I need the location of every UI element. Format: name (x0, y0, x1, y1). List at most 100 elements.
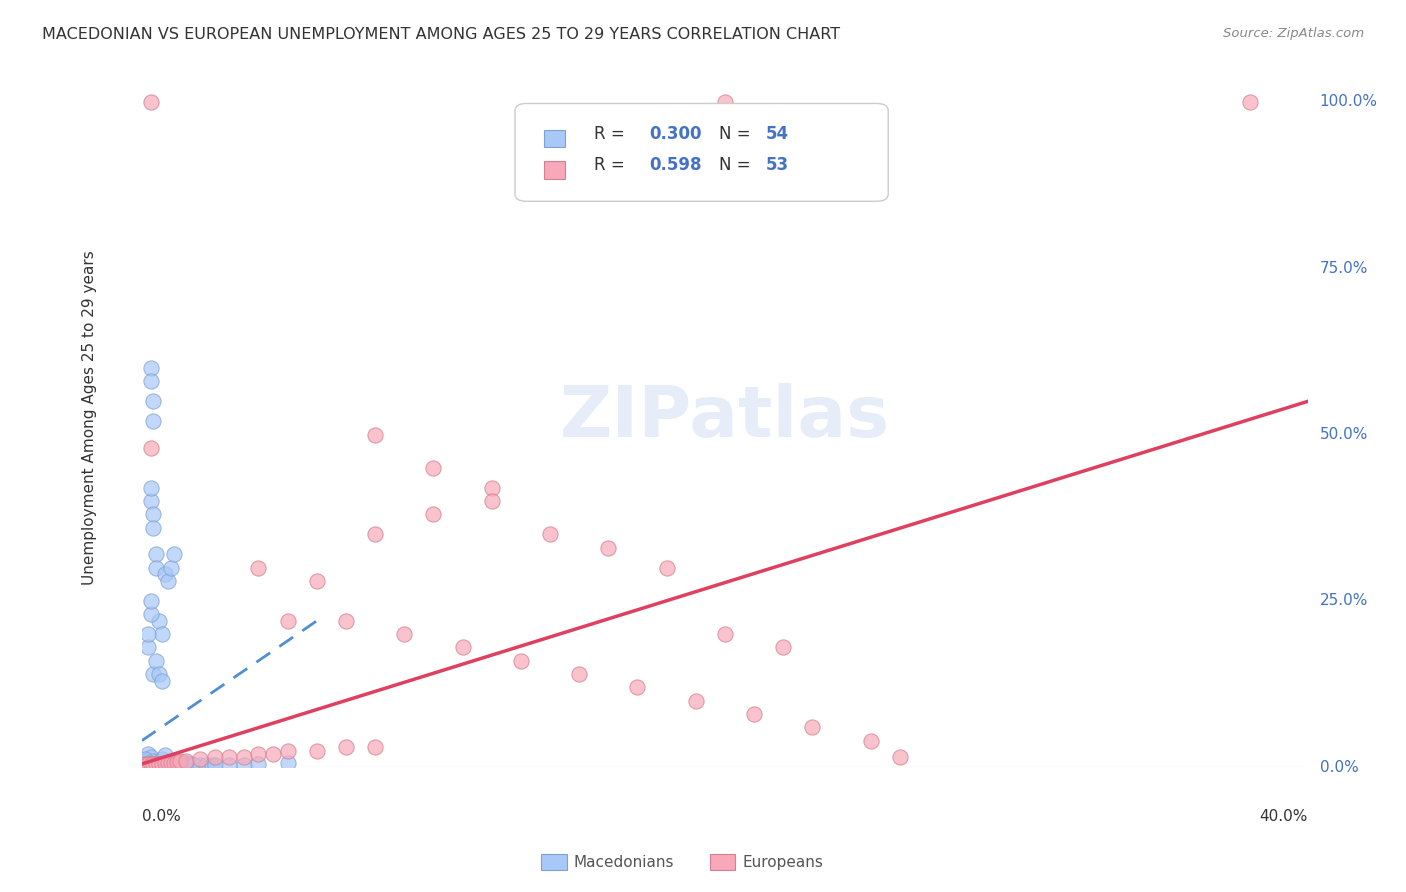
Text: R =: R = (595, 156, 630, 174)
Text: 53: 53 (766, 156, 789, 174)
Point (139, 494, 162, 508)
FancyBboxPatch shape (515, 103, 889, 202)
Text: 54: 54 (766, 125, 789, 143)
Point (232, 757, 254, 772)
Point (335, 614, 357, 628)
Point (139, 95, 162, 109)
Text: 0.0%: 0.0% (1320, 760, 1358, 775)
Text: ZIPatlas: ZIPatlas (560, 384, 890, 452)
Point (142, 756, 165, 771)
Point (204, 750, 226, 764)
Point (163, 547, 186, 561)
Point (145, 560, 167, 574)
Point (148, 756, 170, 771)
Point (1239, 95, 1261, 109)
Point (188, 757, 211, 772)
Point (204, 757, 226, 772)
Point (136, 757, 159, 772)
Point (157, 574, 180, 588)
Point (889, 750, 911, 764)
Text: Macedonians: Macedonians (574, 855, 673, 870)
Point (180, 756, 202, 771)
Point (142, 754, 165, 768)
Point (139, 361, 162, 376)
Text: Unemployment Among Ages 25 to 29 years: Unemployment Among Ages 25 to 29 years (82, 251, 97, 585)
Point (394, 627, 416, 641)
Text: 50.0%: 50.0% (1320, 427, 1368, 442)
Point (134, 755, 156, 769)
Text: 0.300: 0.300 (650, 125, 702, 143)
Point (148, 755, 170, 769)
Point (538, 527, 561, 541)
Point (364, 740, 387, 755)
Point (481, 494, 503, 508)
Point (150, 756, 173, 771)
Point (145, 547, 167, 561)
Point (481, 481, 503, 495)
Point (153, 748, 176, 763)
Text: 75.0%: 75.0% (1320, 260, 1368, 276)
Point (183, 757, 205, 772)
Point (160, 756, 183, 771)
Point (218, 758, 240, 772)
Point (626, 681, 648, 695)
Point (451, 640, 474, 655)
Point (364, 527, 387, 541)
Point (150, 752, 173, 766)
Text: 40.0%: 40.0% (1260, 809, 1308, 824)
Point (136, 756, 159, 771)
Point (772, 640, 794, 655)
Point (201, 758, 224, 772)
Point (139, 374, 162, 388)
Point (142, 394, 165, 409)
Point (194, 758, 217, 772)
Bar (544, 129, 565, 147)
Point (145, 654, 167, 668)
Point (174, 754, 197, 768)
Point (188, 752, 211, 766)
Point (335, 740, 357, 755)
Point (145, 756, 167, 771)
Point (742, 706, 765, 721)
Point (509, 654, 531, 668)
Point (160, 756, 183, 770)
Point (714, 627, 737, 641)
Point (169, 755, 191, 769)
Text: Europeans: Europeans (742, 855, 824, 870)
Point (148, 614, 170, 628)
Point (142, 508, 165, 522)
Point (598, 541, 620, 555)
Point (232, 749, 254, 764)
Point (305, 744, 328, 758)
Point (139, 756, 162, 771)
Point (801, 720, 824, 734)
Bar (544, 161, 565, 178)
Point (157, 756, 180, 770)
Text: 0.598: 0.598 (650, 156, 702, 174)
Point (859, 733, 882, 747)
Point (134, 756, 156, 771)
Point (277, 756, 299, 771)
Text: MACEDONIAN VS EUROPEAN UNEMPLOYMENT AMONG AGES 25 TO 29 YEARS CORRELATION CHART: MACEDONIAN VS EUROPEAN UNEMPLOYMENT AMON… (42, 27, 841, 42)
Point (364, 427, 387, 442)
Point (134, 754, 156, 768)
Point (148, 667, 170, 681)
Point (139, 481, 162, 495)
Point (568, 667, 591, 681)
Point (305, 574, 328, 588)
Point (247, 756, 270, 771)
Point (422, 508, 444, 522)
Point (153, 756, 176, 771)
Text: N =: N = (718, 125, 756, 143)
Point (139, 750, 162, 764)
Point (139, 607, 162, 622)
Point (150, 673, 173, 688)
Point (685, 694, 707, 708)
Point (169, 754, 191, 768)
Point (142, 667, 165, 681)
Point (153, 567, 176, 582)
Point (714, 95, 737, 109)
Point (163, 756, 186, 770)
Text: Source: ZipAtlas.com: Source: ZipAtlas.com (1223, 27, 1364, 40)
Point (218, 750, 240, 764)
